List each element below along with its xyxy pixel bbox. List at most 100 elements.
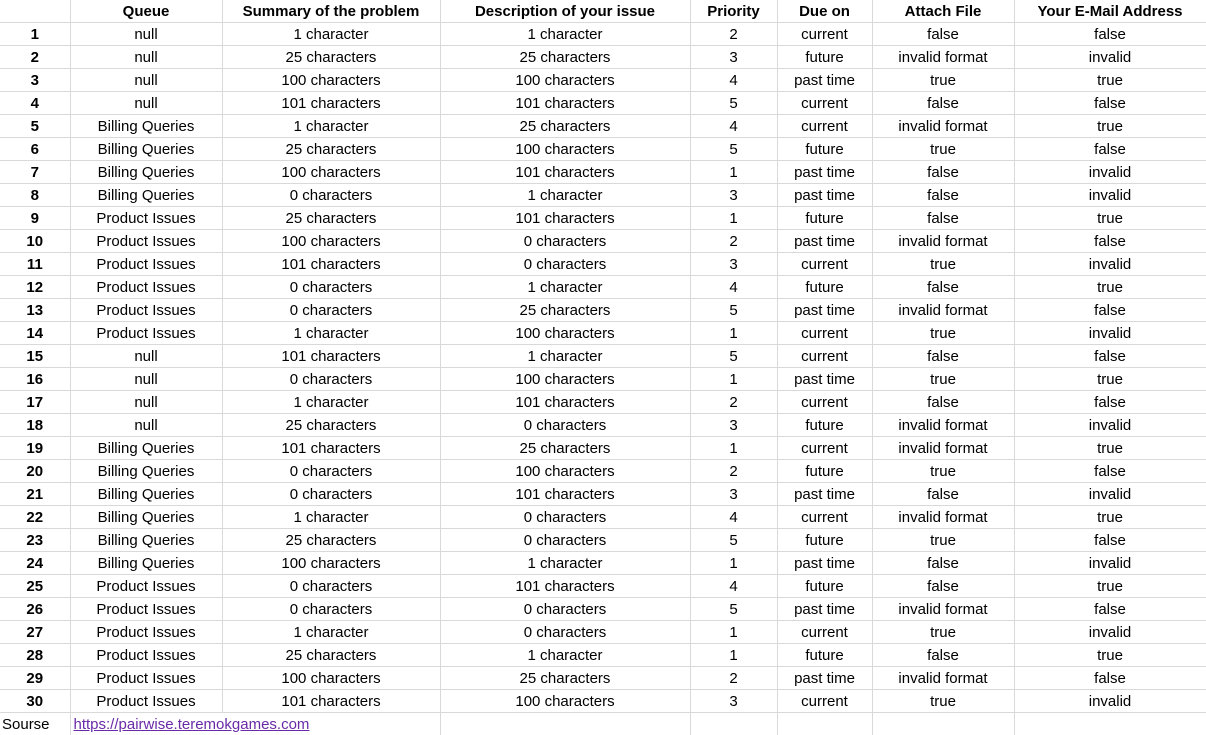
- attach-file-cell[interactable]: false: [872, 23, 1014, 46]
- email-cell[interactable]: true: [1014, 644, 1206, 667]
- description-cell[interactable]: 101 characters: [440, 161, 690, 184]
- priority-header[interactable]: Priority: [690, 0, 777, 23]
- email-cell[interactable]: true: [1014, 115, 1206, 138]
- email-cell[interactable]: true: [1014, 506, 1206, 529]
- due-on-cell[interactable]: current: [777, 391, 872, 414]
- email-cell[interactable]: invalid: [1014, 46, 1206, 69]
- attach-file-cell[interactable]: true: [872, 621, 1014, 644]
- summary-cell[interactable]: 25 characters: [222, 529, 440, 552]
- priority-cell[interactable]: 2: [690, 391, 777, 414]
- source-link[interactable]: https://pairwise.teremokgames.com: [74, 716, 310, 733]
- summary-cell[interactable]: 101 characters: [222, 92, 440, 115]
- description-header[interactable]: Description of your issue: [440, 0, 690, 23]
- empty-cell[interactable]: [690, 713, 777, 735]
- queue-cell[interactable]: null: [70, 368, 222, 391]
- summary-cell[interactable]: 101 characters: [222, 345, 440, 368]
- row-number-cell[interactable]: 4: [0, 92, 70, 115]
- summary-cell[interactable]: 0 characters: [222, 368, 440, 391]
- row-number-cell[interactable]: 19: [0, 437, 70, 460]
- description-cell[interactable]: 101 characters: [440, 207, 690, 230]
- row-number-cell[interactable]: 18: [0, 414, 70, 437]
- queue-cell[interactable]: Billing Queries: [70, 460, 222, 483]
- email-cell[interactable]: true: [1014, 575, 1206, 598]
- description-cell[interactable]: 0 characters: [440, 506, 690, 529]
- summary-cell[interactable]: 25 characters: [222, 207, 440, 230]
- attach-file-cell[interactable]: true: [872, 322, 1014, 345]
- attach-file-cell[interactable]: invalid format: [872, 414, 1014, 437]
- queue-cell[interactable]: Billing Queries: [70, 184, 222, 207]
- due-on-cell[interactable]: current: [777, 322, 872, 345]
- queue-cell[interactable]: Product Issues: [70, 667, 222, 690]
- row-number-cell[interactable]: 12: [0, 276, 70, 299]
- due-on-cell[interactable]: current: [777, 621, 872, 644]
- due-on-cell[interactable]: past time: [777, 184, 872, 207]
- queue-header[interactable]: Queue: [70, 0, 222, 23]
- queue-cell[interactable]: null: [70, 345, 222, 368]
- queue-cell[interactable]: Product Issues: [70, 230, 222, 253]
- attach-file-cell[interactable]: false: [872, 92, 1014, 115]
- row-number-cell[interactable]: 29: [0, 667, 70, 690]
- summary-cell[interactable]: 25 characters: [222, 46, 440, 69]
- priority-cell[interactable]: 3: [690, 414, 777, 437]
- queue-cell[interactable]: Product Issues: [70, 575, 222, 598]
- queue-cell[interactable]: Billing Queries: [70, 483, 222, 506]
- row-number-cell[interactable]: 20: [0, 460, 70, 483]
- priority-cell[interactable]: 2: [690, 23, 777, 46]
- due-on-cell[interactable]: future: [777, 414, 872, 437]
- attach-file-cell[interactable]: true: [872, 529, 1014, 552]
- due-on-cell[interactable]: future: [777, 575, 872, 598]
- description-cell[interactable]: 0 characters: [440, 529, 690, 552]
- summary-cell[interactable]: 0 characters: [222, 598, 440, 621]
- due-on-cell[interactable]: past time: [777, 598, 872, 621]
- description-cell[interactable]: 25 characters: [440, 437, 690, 460]
- summary-cell[interactable]: 100 characters: [222, 161, 440, 184]
- priority-cell[interactable]: 4: [690, 575, 777, 598]
- priority-cell[interactable]: 1: [690, 368, 777, 391]
- row-number-cell[interactable]: 8: [0, 184, 70, 207]
- due-on-cell[interactable]: future: [777, 644, 872, 667]
- description-cell[interactable]: 0 characters: [440, 414, 690, 437]
- attach-file-cell[interactable]: invalid format: [872, 46, 1014, 69]
- email-cell[interactable]: invalid: [1014, 184, 1206, 207]
- description-cell[interactable]: 101 characters: [440, 92, 690, 115]
- attach-file-cell[interactable]: invalid format: [872, 506, 1014, 529]
- summary-cell[interactable]: 1 character: [222, 621, 440, 644]
- summary-cell[interactable]: 1 character: [222, 23, 440, 46]
- due-on-cell[interactable]: current: [777, 253, 872, 276]
- email-cell[interactable]: true: [1014, 276, 1206, 299]
- queue-cell[interactable]: Billing Queries: [70, 529, 222, 552]
- priority-cell[interactable]: 1: [690, 644, 777, 667]
- priority-cell[interactable]: 1: [690, 161, 777, 184]
- email-cell[interactable]: invalid: [1014, 322, 1206, 345]
- priority-cell[interactable]: 5: [690, 299, 777, 322]
- row-number-cell[interactable]: 25: [0, 575, 70, 598]
- summary-cell[interactable]: 25 characters: [222, 644, 440, 667]
- priority-cell[interactable]: 1: [690, 437, 777, 460]
- attach-file-cell[interactable]: invalid format: [872, 598, 1014, 621]
- email-cell[interactable]: invalid: [1014, 552, 1206, 575]
- priority-cell[interactable]: 5: [690, 345, 777, 368]
- email-cell[interactable]: false: [1014, 92, 1206, 115]
- description-cell[interactable]: 1 character: [440, 552, 690, 575]
- due-on-cell[interactable]: past time: [777, 299, 872, 322]
- summary-cell[interactable]: 1 character: [222, 115, 440, 138]
- row-number-cell[interactable]: 6: [0, 138, 70, 161]
- attach-file-cell[interactable]: invalid format: [872, 437, 1014, 460]
- summary-cell[interactable]: 101 characters: [222, 437, 440, 460]
- description-cell[interactable]: 1 character: [440, 276, 690, 299]
- priority-cell[interactable]: 4: [690, 115, 777, 138]
- email-cell[interactable]: true: [1014, 207, 1206, 230]
- summary-cell[interactable]: 0 characters: [222, 184, 440, 207]
- due-on-cell[interactable]: future: [777, 207, 872, 230]
- due-on-cell[interactable]: future: [777, 138, 872, 161]
- summary-cell[interactable]: 100 characters: [222, 667, 440, 690]
- attach-file-cell[interactable]: false: [872, 276, 1014, 299]
- row-number-cell[interactable]: 28: [0, 644, 70, 667]
- attach-file-cell[interactable]: invalid format: [872, 667, 1014, 690]
- priority-cell[interactable]: 2: [690, 230, 777, 253]
- due-on-cell[interactable]: future: [777, 460, 872, 483]
- row-number-cell[interactable]: 24: [0, 552, 70, 575]
- description-cell[interactable]: 25 characters: [440, 299, 690, 322]
- row-number-header[interactable]: [0, 0, 70, 23]
- due-on-cell[interactable]: past time: [777, 552, 872, 575]
